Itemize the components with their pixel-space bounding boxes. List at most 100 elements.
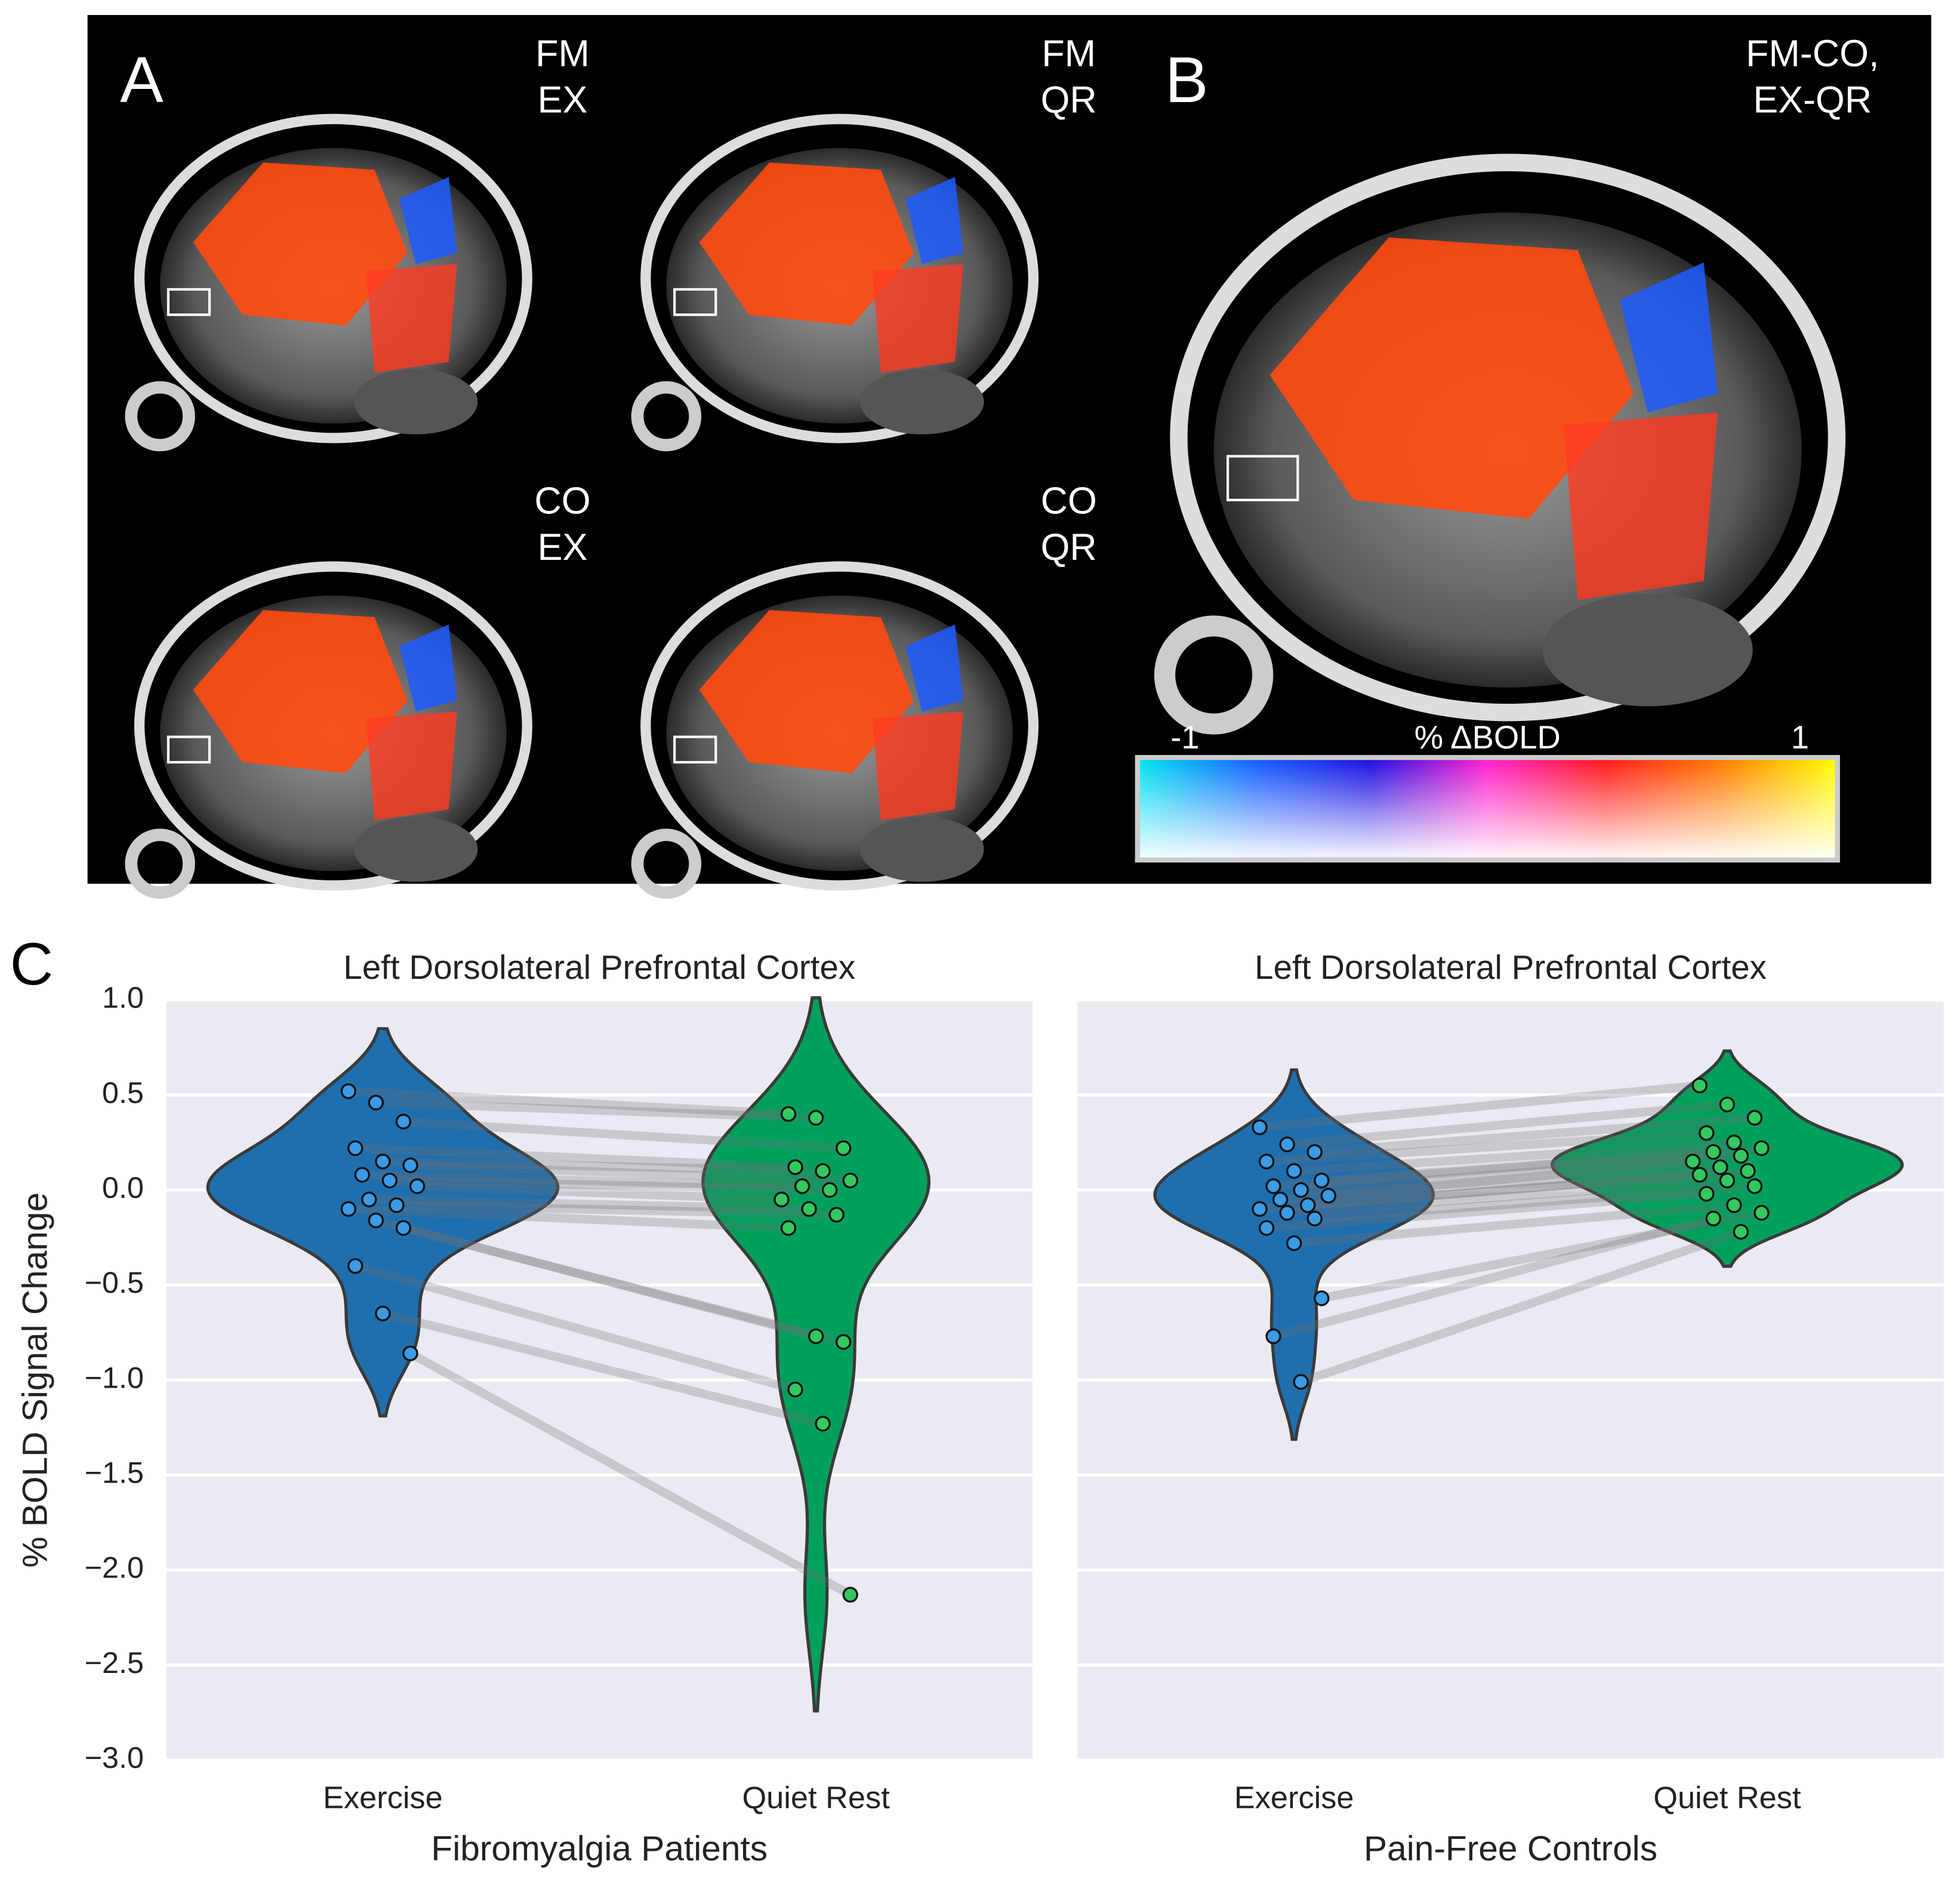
data-point	[1293, 1374, 1309, 1390]
data-point	[1726, 1135, 1742, 1151]
data-point	[1733, 1148, 1749, 1164]
data-point	[773, 1191, 790, 1207]
pair-connector	[1287, 1100, 1728, 1149]
skull	[134, 561, 532, 891]
data-point	[836, 1334, 852, 1350]
image-label: EX	[538, 526, 588, 568]
skull	[640, 113, 1039, 443]
data-point	[815, 1163, 831, 1179]
data-point	[340, 1083, 357, 1099]
y-tick-label: −0.5	[85, 1266, 144, 1299]
chart-title: Left Dorsolateral Prefrontal Cortex	[343, 948, 855, 986]
pair-connector	[1307, 1166, 1749, 1210]
pair-connector	[1293, 1138, 1734, 1176]
data-point	[409, 1178, 426, 1194]
y-tick-label: −2.5	[85, 1646, 144, 1680]
colorbar-fade	[1140, 760, 1835, 858]
data-point	[395, 1114, 412, 1130]
x-tick-label: Exercise	[1234, 1781, 1354, 1816]
pair-connector	[1266, 1128, 1707, 1166]
data-point	[1272, 1191, 1289, 1207]
pair-connector	[1299, 1227, 1743, 1386]
colorbar-label: % ΔBOLD	[1414, 719, 1561, 756]
skull	[640, 561, 1039, 891]
data-point	[787, 1159, 803, 1175]
data-point	[1746, 1178, 1763, 1194]
data-point	[1320, 1188, 1336, 1204]
colorbar-min: -1	[1170, 719, 1199, 756]
pair-connector	[1259, 1081, 1700, 1132]
pair-connector	[348, 1086, 789, 1118]
pair-connector	[1314, 1113, 1755, 1157]
image-label: FM-CO,	[1746, 33, 1879, 75]
roi-outline	[167, 288, 211, 316]
data-point	[1753, 1140, 1770, 1156]
data-point	[1740, 1163, 1756, 1179]
violin	[1153, 1068, 1435, 1441]
activation-red	[366, 264, 457, 373]
pair-connector	[1314, 1182, 1755, 1223]
activation-blue	[1619, 262, 1718, 413]
cerebellum	[1542, 593, 1753, 707]
y-tick-label: −1.0	[85, 1361, 144, 1394]
image-label: CO	[1041, 480, 1097, 522]
data-point	[347, 1140, 363, 1156]
colorbar-max: 1	[1791, 719, 1809, 756]
data-point	[402, 1345, 418, 1361]
pair-connector	[403, 1117, 844, 1153]
x-axis-label: Fibromyalgia Patients	[431, 1829, 768, 1868]
x-axis-label: Pain-Free Controls	[1364, 1829, 1657, 1868]
image-label: EX-QR	[1753, 79, 1872, 121]
image-label: CO	[534, 480, 590, 522]
pair-connector	[354, 1262, 797, 1394]
pair-connector	[1280, 1163, 1721, 1204]
y-tick-label: −3.0	[85, 1741, 144, 1774]
pair-connector	[1328, 1157, 1693, 1200]
y-tick-label: 0.5	[102, 1076, 144, 1110]
image-label: QR	[1041, 79, 1097, 121]
data-point	[1252, 1119, 1268, 1135]
data-point	[1314, 1290, 1330, 1307]
pair-connector	[375, 1216, 817, 1341]
y-tick-label: 1.0	[102, 981, 144, 1015]
roi-outline	[1226, 455, 1299, 501]
data-point	[375, 1153, 391, 1170]
pair-connector	[369, 1195, 809, 1213]
data-point	[1691, 1077, 1708, 1093]
data-point	[354, 1167, 371, 1183]
pair-connector	[389, 1176, 830, 1195]
data-point	[1306, 1144, 1323, 1160]
activation-red	[1269, 237, 1634, 519]
data-point	[1719, 1172, 1736, 1189]
cerebellum	[860, 369, 984, 435]
data-point	[1705, 1210, 1722, 1227]
roi-outline	[673, 735, 717, 764]
data-point	[821, 1182, 838, 1198]
data-point	[361, 1191, 377, 1207]
pair-connector	[381, 1309, 824, 1428]
pair-connector	[1272, 1214, 1715, 1341]
pair-connector	[355, 1144, 796, 1172]
data-point	[1699, 1185, 1715, 1202]
eye	[631, 381, 702, 452]
pair-connector	[417, 1182, 782, 1204]
data-point	[828, 1206, 845, 1223]
panel-label: A	[120, 44, 164, 116]
activation-red	[699, 610, 914, 774]
activation-red	[699, 162, 914, 326]
data-point	[1746, 1110, 1763, 1126]
data-point	[1733, 1224, 1749, 1240]
data-point	[808, 1110, 824, 1126]
data-point	[375, 1305, 391, 1321]
data-point	[1252, 1201, 1268, 1217]
pair-connector	[1320, 1208, 1762, 1303]
data-point	[1279, 1136, 1295, 1153]
data-point	[808, 1328, 824, 1345]
data-point	[347, 1258, 363, 1274]
panel-label: C	[10, 931, 54, 998]
data-point	[794, 1178, 810, 1194]
pair-connector	[1259, 1170, 1700, 1213]
data-point	[1293, 1182, 1309, 1198]
data-point	[842, 1586, 858, 1603]
